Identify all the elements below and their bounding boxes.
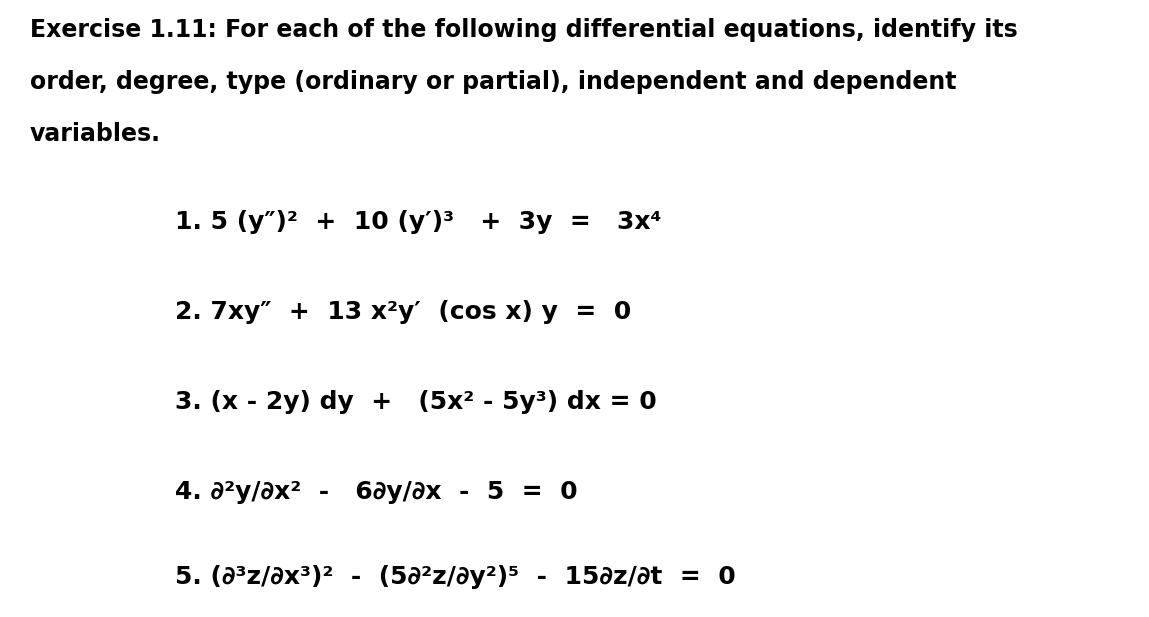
Text: 2. 7xy″  +  13 x²y′  (cos x) y  =  0: 2. 7xy″ + 13 x²y′ (cos x) y = 0 xyxy=(175,300,631,324)
Text: 5. (∂³z/∂x³)²  -  (5∂²z/∂y²)⁵  -  15∂z/∂t  =  0: 5. (∂³z/∂x³)² - (5∂²z/∂y²)⁵ - 15∂z/∂t = … xyxy=(175,565,735,589)
Text: Exercise 1.11: For each of the following differential equations, identify its: Exercise 1.11: For each of the following… xyxy=(30,18,1018,42)
Text: variables.: variables. xyxy=(30,122,161,146)
Text: 1. 5 (y″)²  +  10 (y′)³   +  3y  =   3x⁴: 1. 5 (y″)² + 10 (y′)³ + 3y = 3x⁴ xyxy=(175,210,662,234)
Text: order, degree, type (ordinary or partial), independent and dependent: order, degree, type (ordinary or partial… xyxy=(30,70,956,94)
Text: 3. (x - 2y) dy  +   (5x² - 5y³) dx = 0: 3. (x - 2y) dy + (5x² - 5y³) dx = 0 xyxy=(175,390,657,414)
Text: 4. ∂²y/∂x²  -   6∂y/∂x  -  5  =  0: 4. ∂²y/∂x² - 6∂y/∂x - 5 = 0 xyxy=(175,480,578,504)
